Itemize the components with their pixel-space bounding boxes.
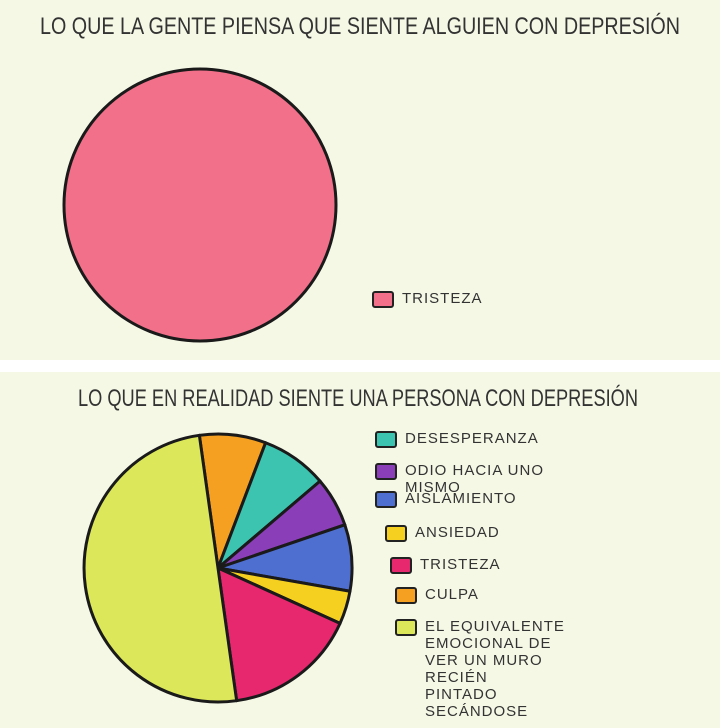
legend-entry: CULPA: [395, 586, 565, 604]
legend-entry: TRISTEZA: [390, 556, 560, 574]
legend-entry: ANSIEDAD: [385, 524, 555, 542]
chart-title: LO QUE EN REALIDAD SIENTE UNA PERSONA CO…: [78, 385, 638, 412]
legend-label: DESESPERANZA: [405, 430, 539, 447]
legend-label: ODIO HACIA UNO MISMO: [405, 462, 545, 496]
legend-swatch: [375, 491, 397, 508]
chart: LO QUE LA GENTE PIENSA QUE SIENTE ALGUIE…: [40, 13, 680, 343]
legend-swatch: [385, 525, 407, 542]
legend-swatch: [390, 557, 412, 574]
legend-label: TRISTEZA: [420, 556, 501, 573]
pie-slice: [216, 566, 342, 703]
legend-entry: AISLAMIENTO: [375, 490, 545, 508]
chart-title: LO QUE LA GENTE PIENSA QUE SIENTE ALGUIE…: [40, 13, 680, 40]
legend-swatch: [395, 587, 417, 604]
pie-slice: [82, 433, 239, 704]
panel: LO QUE LA GENTE PIENSA QUE SIENTE ALGUIE…: [0, 0, 720, 360]
legend-label: TRISTEZA: [402, 290, 483, 307]
legend-label: AISLAMIENTO: [405, 490, 517, 507]
chart: LO QUE EN REALIDAD SIENTE UNA PERSONA CO…: [78, 385, 638, 704]
legend-swatch: [395, 619, 417, 636]
legend-label: EL EQUIVALENTE EMOCIONAL DE VER UN MURO …: [425, 618, 565, 720]
legend-entry: EL EQUIVALENTE EMOCIONAL DE VER UN MURO …: [395, 618, 565, 720]
panel: LO QUE EN REALIDAD SIENTE UNA PERSONA CO…: [0, 372, 720, 728]
pie-slice: [62, 67, 338, 343]
legend-entry: TRISTEZA: [372, 290, 572, 308]
legend-label: CULPA: [425, 586, 479, 603]
legend-label: ANSIEDAD: [415, 524, 500, 541]
legend-swatch: [375, 431, 397, 448]
legend-swatch: [372, 291, 394, 308]
legend-entry: ODIO HACIA UNO MISMO: [375, 462, 545, 496]
legend-swatch: [375, 463, 397, 480]
legend-entry: DESESPERANZA: [375, 430, 545, 448]
